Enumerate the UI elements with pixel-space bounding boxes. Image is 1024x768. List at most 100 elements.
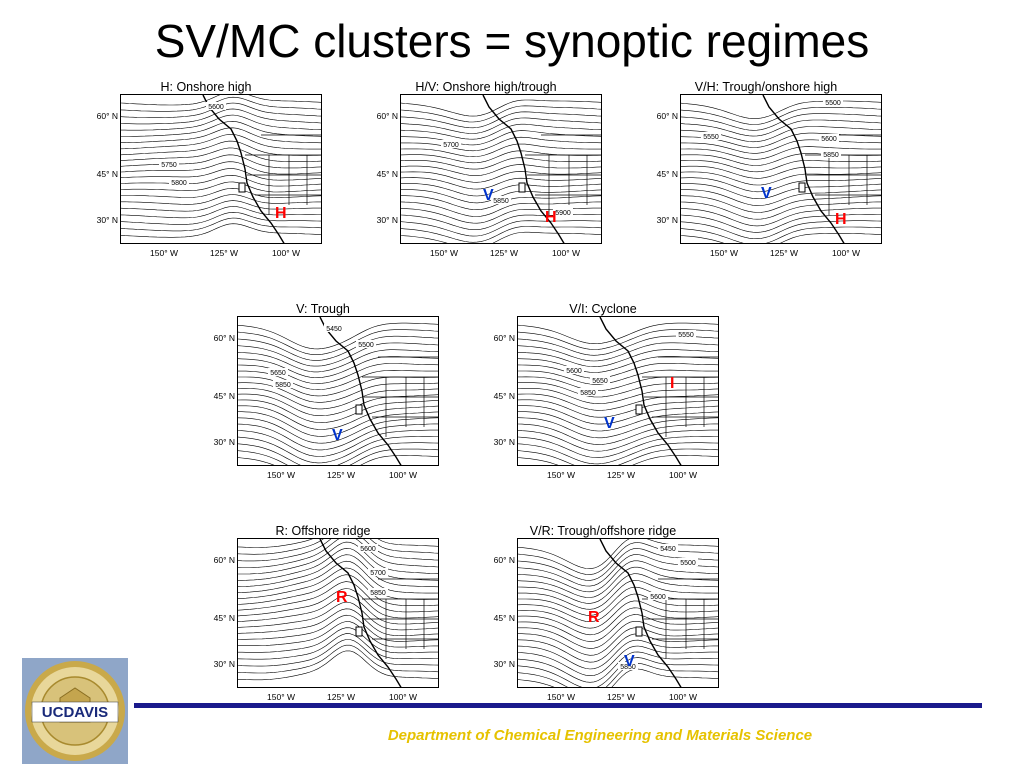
contour-line xyxy=(401,164,601,176)
contour-line xyxy=(121,187,321,198)
state-borders xyxy=(642,356,718,437)
contour-line xyxy=(121,147,321,162)
contour-line xyxy=(401,177,601,190)
contour-line xyxy=(681,119,881,137)
state-borders xyxy=(362,356,438,437)
contour-line xyxy=(121,96,321,112)
contour-line xyxy=(238,588,438,619)
longitude-label: 125° W xyxy=(607,692,635,702)
contour-line xyxy=(401,226,601,243)
contour-line xyxy=(238,448,438,465)
contour-line xyxy=(401,220,601,237)
contour-line xyxy=(518,399,718,418)
contour-line xyxy=(401,171,601,183)
contour-line xyxy=(238,601,438,631)
contour-line xyxy=(121,211,321,225)
longitude-label: 150° W xyxy=(547,692,575,702)
contour-line xyxy=(518,442,718,465)
regime-marker-r: R xyxy=(336,589,348,606)
contour-line xyxy=(238,650,438,681)
longitude-label: 100° W xyxy=(832,248,860,258)
geopotential-map: 5550 5600 5650 5850 xyxy=(517,316,719,466)
contour-line xyxy=(121,206,321,219)
contour-line xyxy=(238,442,438,465)
contour-label: 5750 xyxy=(161,162,177,169)
contour-line xyxy=(518,560,718,593)
contour-line xyxy=(518,542,718,575)
site-box xyxy=(798,182,806,193)
contour-line xyxy=(121,95,321,106)
coastline xyxy=(482,95,565,243)
longitude-label: 150° W xyxy=(547,470,575,480)
longitude-label: 100° W xyxy=(552,248,580,258)
regime-marker-h: H xyxy=(275,205,287,222)
contour-line xyxy=(518,539,718,570)
contour-line xyxy=(518,342,718,362)
contour-line xyxy=(121,200,321,212)
contour-line xyxy=(238,541,438,575)
contour-label: 5600 xyxy=(566,368,582,375)
contour-label: 5600 xyxy=(821,136,837,143)
contour-line xyxy=(401,201,601,217)
contour-line xyxy=(518,363,718,379)
contour-line xyxy=(401,105,601,123)
longitude-label: 150° W xyxy=(430,248,458,258)
contour-line xyxy=(518,423,718,445)
contour-line xyxy=(401,117,601,134)
map-panel-vr: V/R: Trough/offshore ridge 5450 5500 5600 58… xyxy=(487,524,719,712)
coastline xyxy=(202,95,285,243)
contour-line xyxy=(518,627,718,656)
latitude-label: 45° N xyxy=(656,169,678,179)
map-panel-vi: V/I: Cyclone 5550 5600 5650 5850 60° N 45° N 30… xyxy=(487,302,719,490)
geopotential-map: 5600 5700 5850 xyxy=(237,538,439,688)
latitude-label: 30° N xyxy=(376,215,398,225)
contour-label: 5550 xyxy=(678,332,694,339)
contour-line xyxy=(238,405,438,430)
contour-line xyxy=(518,369,718,385)
contour-line xyxy=(238,621,438,648)
contour-line xyxy=(238,539,438,562)
latitude-label: 45° N xyxy=(96,169,118,179)
contour-line xyxy=(121,108,321,125)
map-panel-v: V: Trough 5450 5500 5650 5850 60° N 45° N 30° N… xyxy=(207,302,439,490)
coastline xyxy=(319,317,402,465)
regime-marker-v: V xyxy=(624,653,635,670)
contour-line xyxy=(121,217,321,232)
contour-line xyxy=(401,99,601,117)
panel-title: H: Onshore high xyxy=(160,80,252,94)
contour-label: 5500 xyxy=(680,560,696,567)
contour-label: 5700 xyxy=(370,570,386,577)
contour-line xyxy=(238,614,438,642)
contour-line xyxy=(401,123,601,140)
latitude-label: 45° N xyxy=(213,613,235,623)
latitude-label: 60° N xyxy=(96,111,118,121)
longitude-label: 125° W xyxy=(770,248,798,258)
contour-line xyxy=(681,160,881,173)
latitude-label: 60° N xyxy=(656,111,678,121)
contour-line xyxy=(518,329,718,350)
contour-line xyxy=(238,574,438,606)
contour-label: 5800 xyxy=(171,180,187,187)
contour-line xyxy=(518,455,718,465)
latitude-label: 60° N xyxy=(493,555,515,565)
contour-line xyxy=(518,349,718,368)
latitude-label: 45° N xyxy=(213,391,235,401)
contour-line xyxy=(238,429,438,457)
contour-line xyxy=(121,168,321,181)
contour-line xyxy=(518,417,718,439)
regime-marker-r: R xyxy=(588,609,600,626)
contour-line xyxy=(121,127,321,144)
contour-line xyxy=(121,134,321,150)
contour-line xyxy=(518,436,718,458)
contour-line xyxy=(238,539,438,548)
contour-line xyxy=(121,161,321,175)
regime-marker-h: H xyxy=(545,209,557,226)
state-borders xyxy=(362,578,438,659)
logo-text: UCDAVIS xyxy=(42,704,108,721)
site-box xyxy=(355,404,363,415)
contour-label: 5450 xyxy=(326,326,342,333)
regime-marker-v: V xyxy=(483,187,494,204)
contour-line xyxy=(518,382,718,398)
contour-line xyxy=(121,223,321,238)
contour-line xyxy=(518,429,718,452)
